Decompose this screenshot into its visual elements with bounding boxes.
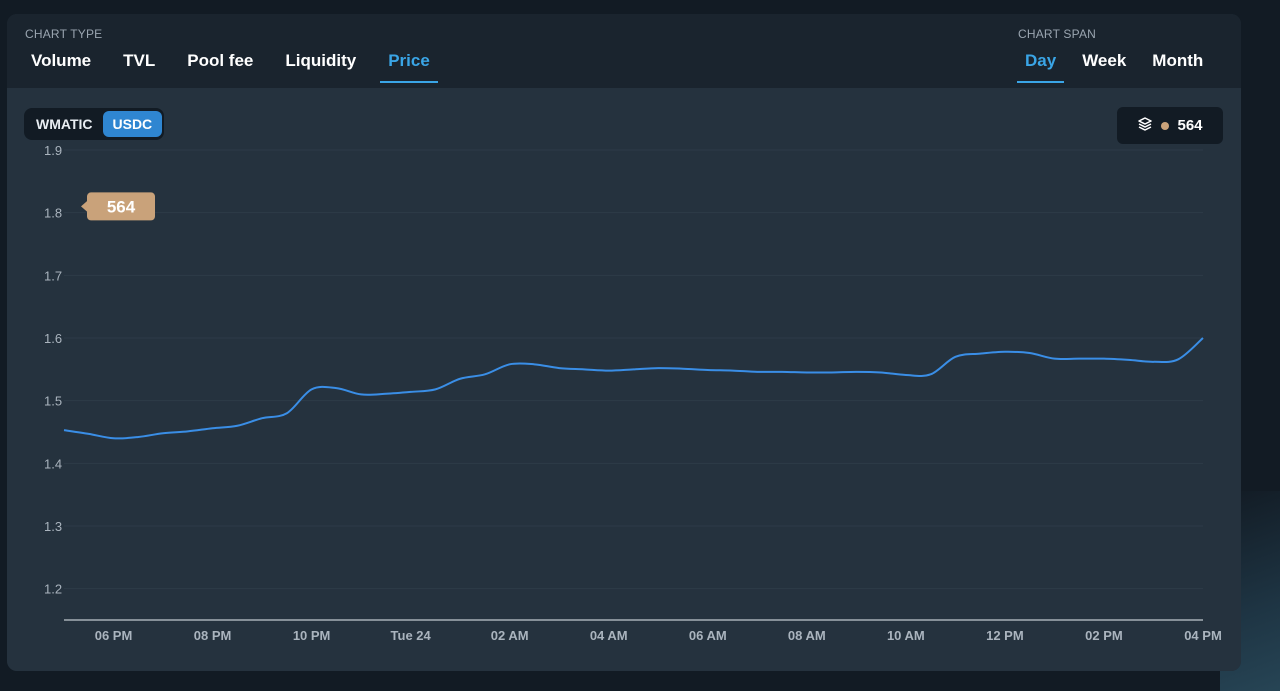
y-tick-label: 1.8 [44, 206, 62, 221]
tab-month[interactable]: Month [1152, 51, 1204, 70]
tab-price[interactable]: Price [380, 51, 438, 83]
token-usdc[interactable]: USDC [102, 111, 163, 137]
x-tick-label: 04 AM [590, 628, 628, 643]
x-tick-label: 02 AM [491, 628, 529, 643]
layers-badge[interactable]: 564 [1117, 107, 1223, 144]
badge-dot [1161, 121, 1170, 130]
tab-liquidity[interactable]: Liquidity [285, 51, 357, 70]
y-tick-label: 1.5 [44, 394, 62, 409]
y-tick-label: 1.6 [44, 331, 62, 346]
chart-controls-bar: CHART TYPE Volume TVL Pool fee Liquidity Pri… [7, 14, 1241, 88]
x-tick-label: 04 PM [1184, 628, 1222, 643]
marker-label: 564 [107, 197, 136, 216]
tab-pool-fee[interactable]: Pool fee [187, 51, 254, 70]
y-tick-label: 1.4 [44, 456, 62, 471]
chart-span-label: CHART SPAN [1018, 27, 1097, 41]
price-series-line [63, 337, 1204, 440]
tab-tvl[interactable]: TVL [123, 51, 156, 70]
token-toggle: WMATIC USDC [24, 108, 165, 140]
marker-tag [87, 192, 155, 221]
y-tick-label: 1.9 [44, 143, 62, 158]
chart-type-label: CHART TYPE [25, 27, 103, 41]
y-tick-label: 1.3 [44, 519, 62, 534]
tab-day[interactable]: Day [1017, 51, 1065, 83]
price-line-chart: 1.9 1.8 1.7 1.6 1.5 1.4 1.3 1.2 06 PM 08 PM 10 PM T… [44, 143, 1222, 643]
chart-type-tabs: Volume TVL Pool fee Liquidity Price [23, 51, 438, 83]
token-wmatic[interactable]: WMATIC [36, 116, 93, 132]
tab-volume[interactable]: Volume [31, 51, 92, 70]
badge-value: 564 [1177, 117, 1203, 134]
chart-span-tabs: Day Week Month [1017, 51, 1211, 83]
tab-week[interactable]: Week [1082, 51, 1127, 70]
layers-icon [1137, 116, 1153, 136]
y-tick-label: 1.7 [44, 268, 62, 283]
chart-area: WMATIC USDC 564 1.9 1.8 1.7 1.6 1.5 1.4 1.3 1.2 0… [7, 88, 1241, 671]
chart-panel: CHART TYPE Volume TVL Pool fee Liquidity Pri… [7, 14, 1241, 671]
x-tick-label: 10 PM [293, 628, 331, 643]
x-tick-label: 02 PM [1085, 628, 1123, 643]
x-tick-label: 08 PM [194, 628, 232, 643]
x-tick-label: 06 AM [689, 628, 727, 643]
x-tick-label: 06 PM [95, 628, 133, 643]
x-tick-label: 10 AM [887, 628, 925, 643]
y-tick-label: 1.2 [44, 582, 62, 597]
x-tick-label: Tue 24 [391, 628, 432, 643]
x-tick-label: 12 PM [986, 628, 1024, 643]
x-tick-label: 08 AM [788, 628, 826, 643]
